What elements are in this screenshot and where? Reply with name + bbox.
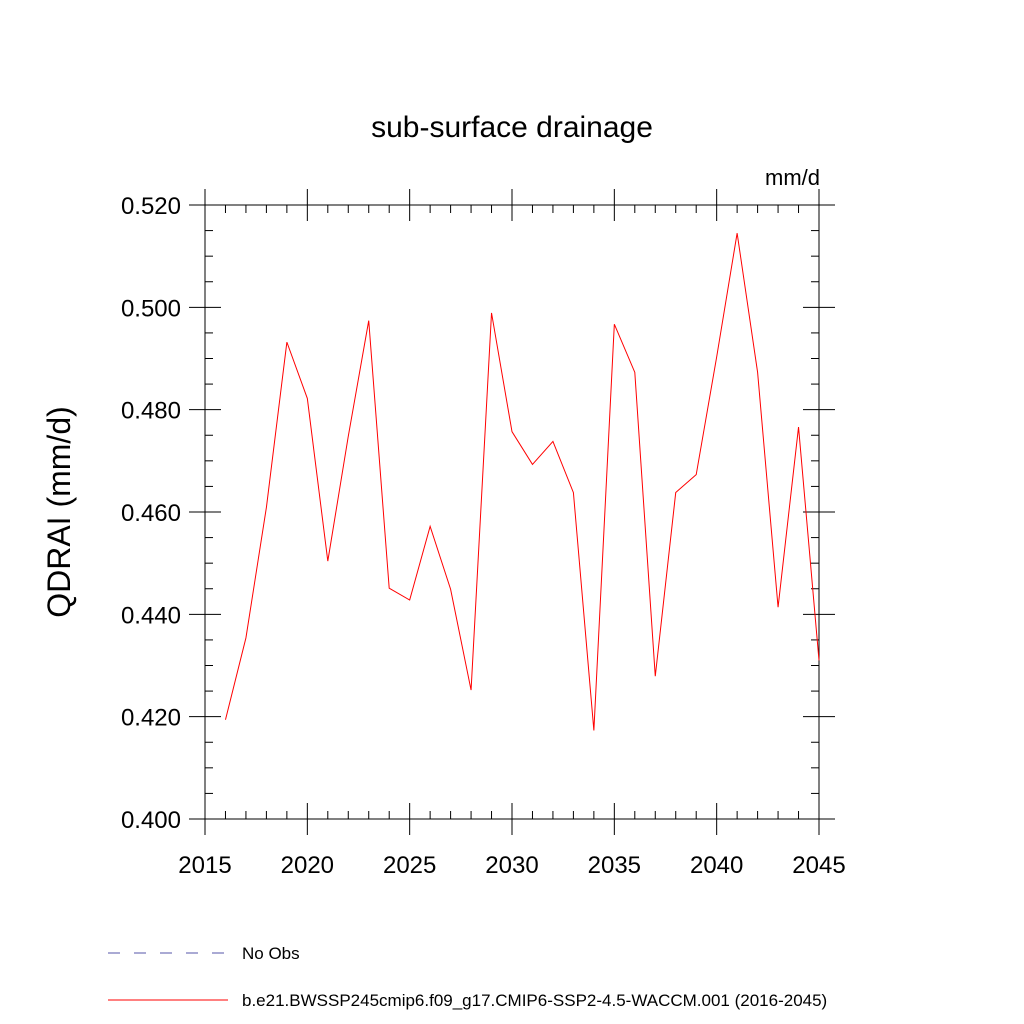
y-tick-label: 0.460	[121, 500, 181, 527]
y-axis-label: QDRAI (mm/d)	[41, 406, 77, 618]
y-tick-label: 0.520	[121, 193, 181, 220]
y-tick-label: 0.500	[121, 295, 181, 322]
series-line	[224, 233, 820, 731]
x-tick-label: 2020	[281, 852, 334, 879]
x-tick-label: 2015	[178, 852, 231, 879]
y-tick-label: 0.480	[121, 398, 181, 425]
legend-label: b.e21.BWSSP245cmip6.f09_g17.CMIP6-SSP2-4…	[242, 991, 827, 1010]
series-group	[224, 233, 820, 731]
y-tick-label: 0.420	[121, 705, 181, 732]
x-tick-label: 2045	[792, 852, 845, 879]
legend: No Obs b.e21.BWSSP245cmip6.f09_g17.CMIP6-…	[108, 944, 827, 1010]
units-label: mm/d	[765, 165, 820, 190]
x-tick-label: 2040	[690, 852, 743, 879]
x-tick-label: 2030	[485, 852, 538, 879]
legend-label: No Obs	[242, 944, 300, 963]
x-tick-label: 2025	[383, 852, 436, 879]
y-tick-label: 0.400	[121, 807, 181, 834]
axis-ticks: 2015 2020 2025 2030 2035 2040 2045 0.400 0.420 0.…	[121, 189, 846, 879]
x-tick-label: 2035	[588, 852, 641, 879]
y-tick-label: 0.440	[121, 602, 181, 629]
chart-title: sub-surface drainage	[371, 111, 653, 144]
